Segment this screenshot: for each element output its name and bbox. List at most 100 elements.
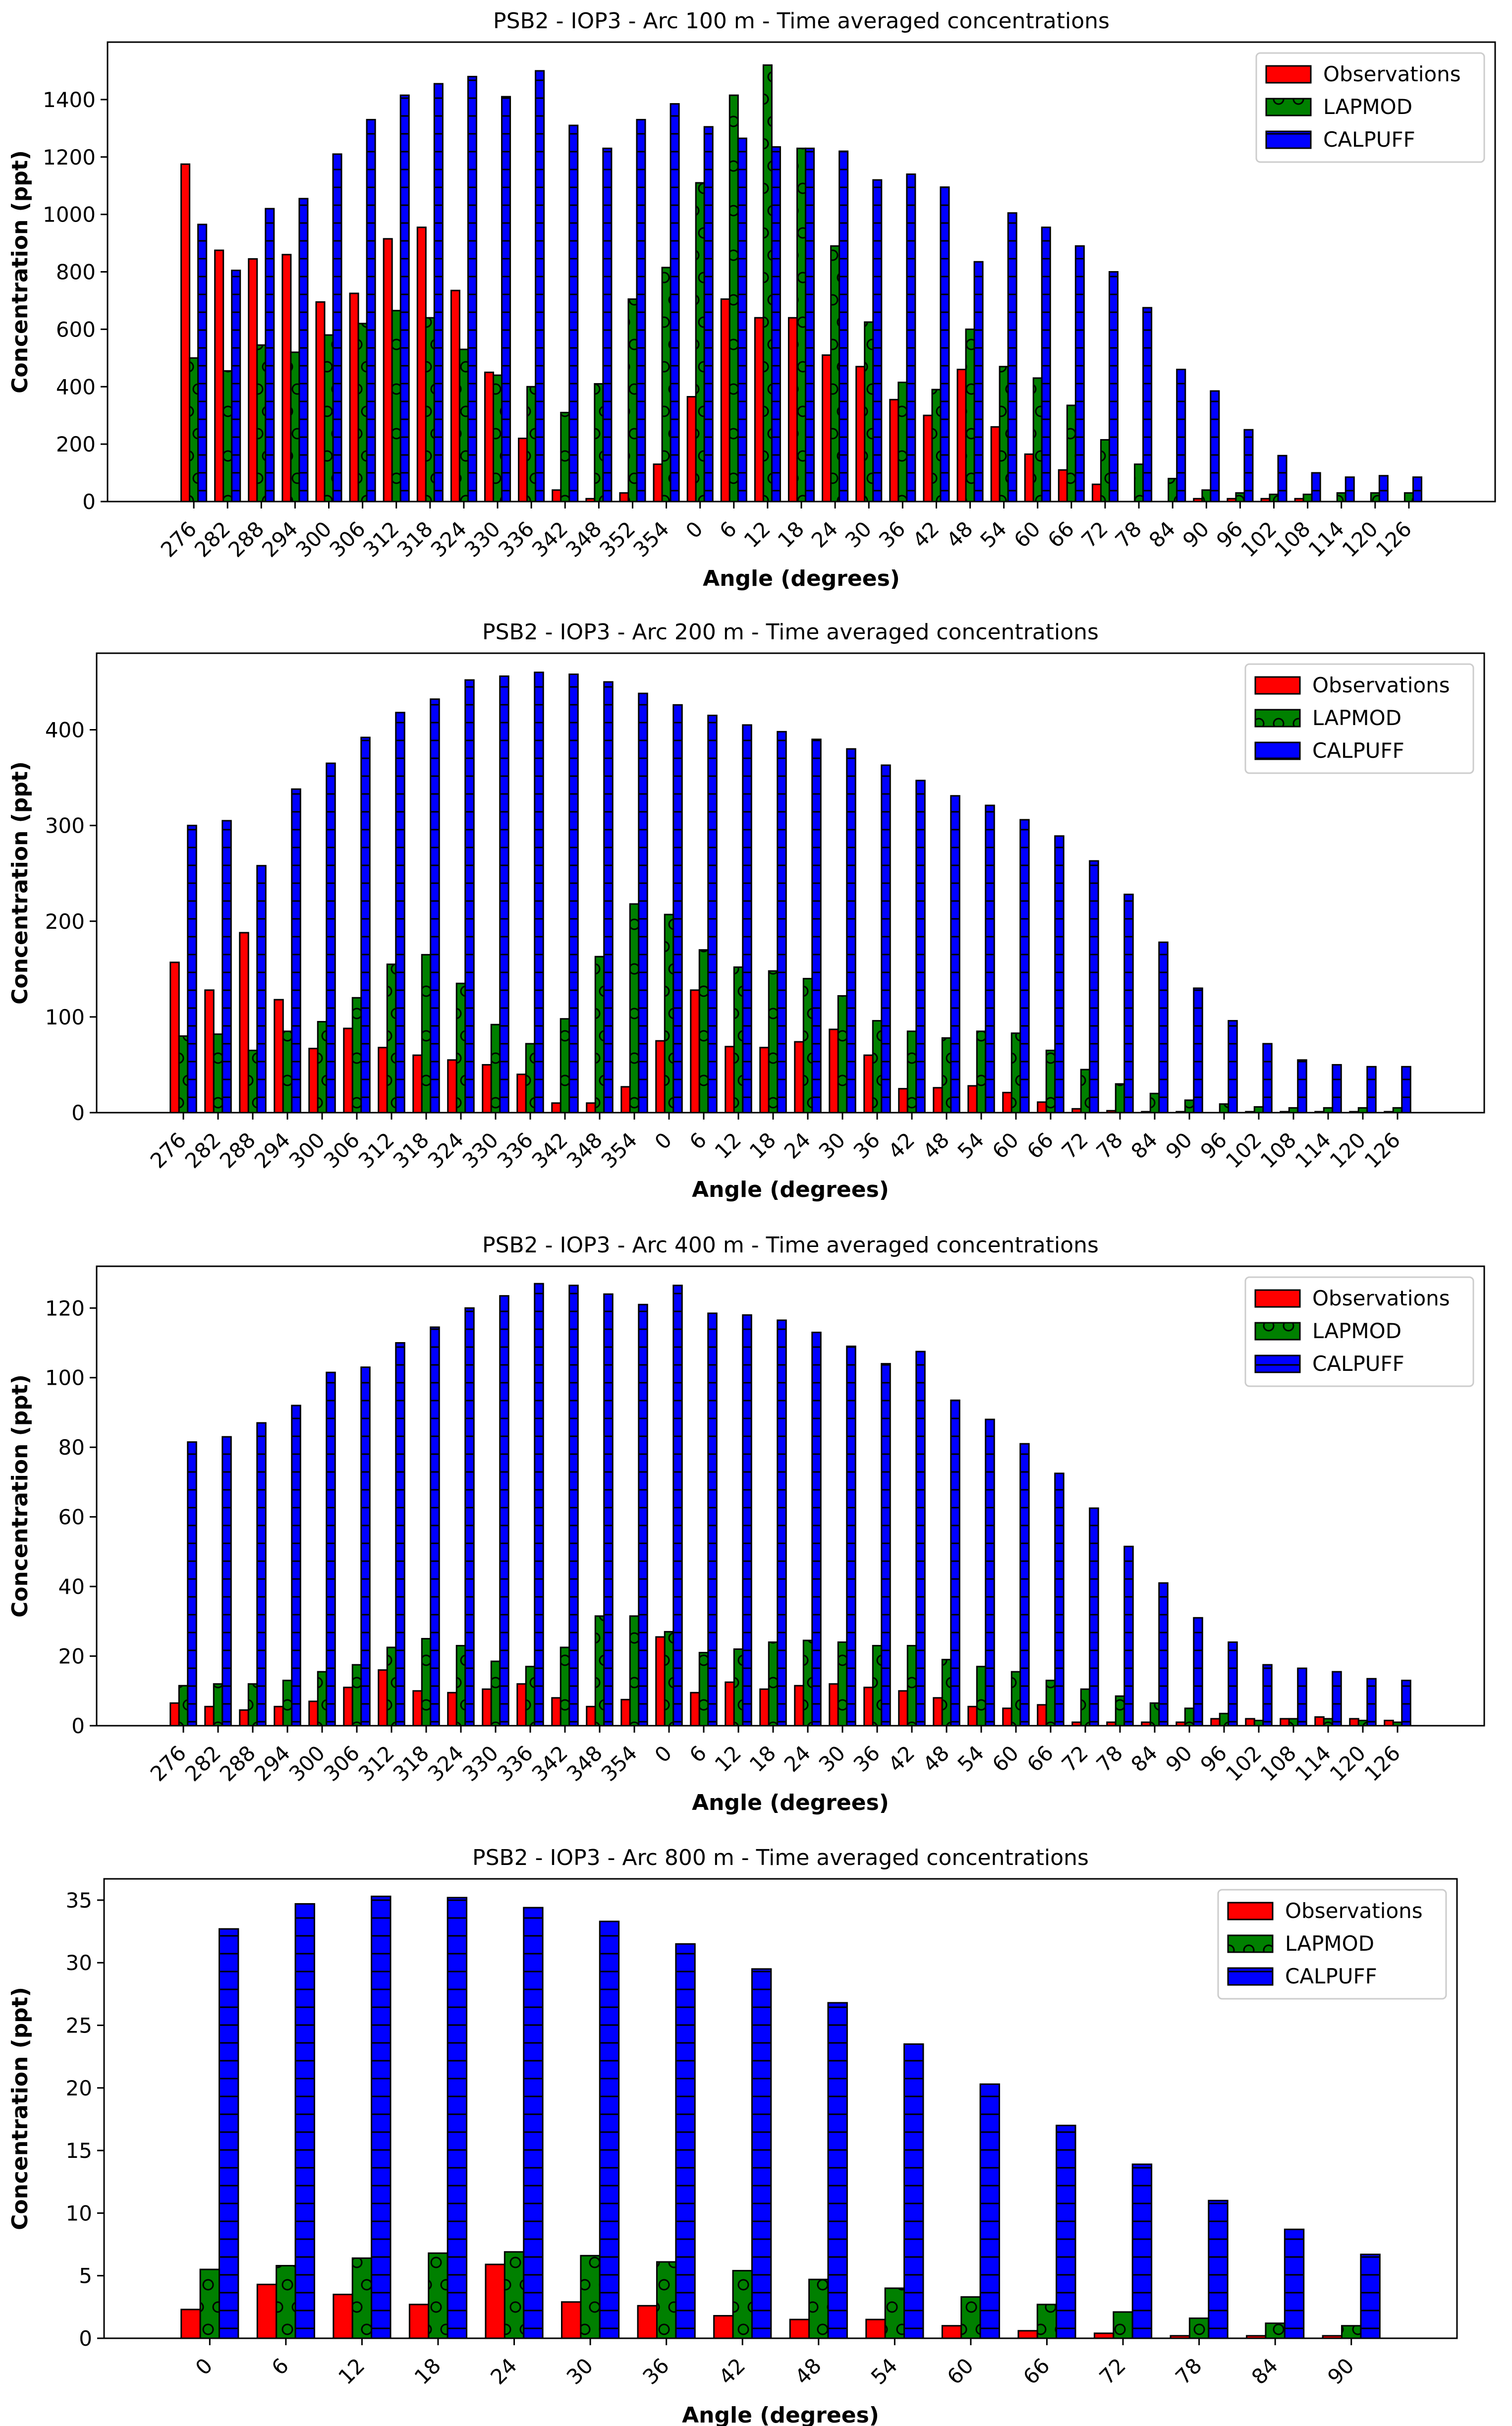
- bar-lapmod-352: [627, 298, 638, 503]
- y-tick-label: 600: [56, 317, 96, 341]
- legend-swatch-hatch: [1228, 1935, 1273, 1952]
- bar-hatch: [1342, 2325, 1361, 2338]
- bar-fill: [551, 1697, 561, 1727]
- bar-hatch: [500, 676, 509, 1113]
- bar-lapmod-354: [629, 903, 640, 1114]
- bar-calpuff-72: [1089, 860, 1099, 1114]
- bar-fill: [485, 2263, 505, 2339]
- bar-calpuff-336: [534, 1283, 544, 1727]
- bar-calpuff-24: [839, 150, 849, 503]
- bar-lapmod-84: [1149, 1092, 1160, 1114]
- bar-hatch: [1358, 1720, 1367, 1726]
- bar-lapmod-288: [247, 1683, 258, 1727]
- bar-fill: [482, 1064, 492, 1114]
- bar-hatch: [426, 318, 435, 502]
- legend-item-lapmod: LAPMOD: [1254, 706, 1401, 730]
- bar-hatch: [257, 345, 266, 502]
- bar-calpuff-330: [501, 96, 511, 503]
- bar-lapmod-72: [1113, 2311, 1133, 2339]
- bar-hatch: [805, 148, 814, 502]
- bar-lapmod-300: [324, 334, 334, 503]
- bar-observations-324: [447, 1692, 457, 1727]
- bar-calpuff-354: [638, 1303, 648, 1727]
- bar-hatch: [1124, 894, 1133, 1113]
- bar-hatch: [456, 983, 465, 1113]
- bar-fill: [1093, 2332, 1115, 2339]
- bar-hatch: [502, 97, 510, 502]
- bar-hatch: [1401, 1680, 1411, 1726]
- chart-panel-2: PSB2 - IOP3 - Arc 400 m - Time averaged …: [7, 1233, 1485, 1815]
- legend-swatch: [1227, 1902, 1274, 1920]
- bar-lapmod-330: [493, 374, 503, 503]
- bar-hatch: [422, 1638, 431, 1726]
- bar-calpuff-12: [771, 146, 781, 503]
- bar-lapmod-90: [1184, 1707, 1195, 1727]
- bar-calpuff-348: [603, 1293, 614, 1727]
- bar-observations-348: [586, 1102, 596, 1114]
- bar-lapmod-84: [1265, 2322, 1286, 2339]
- bar-hatch: [916, 1352, 925, 1726]
- bar-observations-66: [1037, 1704, 1047, 1727]
- legend-box: [1244, 1276, 1474, 1387]
- bar-fill: [863, 1687, 874, 1727]
- y-tick-label: 0: [79, 2326, 92, 2351]
- bar-hatch: [527, 387, 536, 502]
- bar-observations-312: [383, 238, 393, 503]
- bar-hatch: [1132, 2164, 1152, 2338]
- legend-label: LAPMOD: [1312, 706, 1401, 730]
- bar-hatch: [1367, 1679, 1376, 1726]
- bar-hatch: [318, 1021, 327, 1113]
- bar-fill: [653, 463, 663, 503]
- bar-calpuff-324: [467, 76, 477, 503]
- x-tick-label: 78: [1092, 1128, 1127, 1163]
- bar-hatch: [248, 1684, 257, 1726]
- bar-hatch: [1189, 2318, 1209, 2338]
- bar-hatch: [422, 955, 431, 1113]
- bar-calpuff-300: [326, 762, 336, 1114]
- x-tick-label: 352: [595, 516, 640, 562]
- bar-calpuff-342: [568, 1285, 579, 1727]
- bar-observations-114: [1314, 1716, 1325, 1727]
- bar-hatch: [846, 1346, 856, 1726]
- bar-hatch: [1263, 1043, 1272, 1113]
- y-axis-label: Concentration (ppt): [7, 1987, 33, 2230]
- x-tick-label: 84: [1126, 1741, 1162, 1776]
- x-tick-label: 12: [739, 516, 775, 552]
- bar-calpuff-318: [433, 83, 444, 503]
- x-tick-label: 114: [1290, 1128, 1336, 1173]
- bar-observations-336: [516, 1683, 527, 1727]
- x-axis-label: Angle (degrees): [692, 1790, 889, 1815]
- bar-calpuff-66: [1074, 245, 1085, 503]
- bar-observations-318: [412, 1690, 423, 1727]
- bar-hatch: [1046, 1680, 1055, 1726]
- x-tick-label: 90: [1178, 516, 1214, 552]
- bar-hatch: [881, 765, 891, 1113]
- bar-fill: [343, 1687, 353, 1727]
- bar-lapmod-12: [351, 2257, 373, 2339]
- bar-hatch: [600, 1921, 619, 2338]
- bar-fill: [933, 1697, 943, 1727]
- bar-hatch: [961, 2297, 981, 2338]
- x-tick-label: 126: [1360, 1741, 1405, 1786]
- bar-lapmod-12: [733, 966, 744, 1114]
- bar-lapmod-48: [941, 1037, 952, 1114]
- bar-lapmod-60: [1010, 1032, 1021, 1114]
- x-tick-label: 312: [358, 516, 403, 562]
- bar-calpuff-114: [1332, 1671, 1342, 1727]
- bar-lapmod-288: [247, 1049, 258, 1114]
- bar-hatch: [465, 1308, 474, 1726]
- y-tick-label: 1400: [43, 88, 96, 112]
- bar-calpuff-78: [1142, 307, 1153, 503]
- x-axis-label: Angle (degrees): [692, 1177, 889, 1202]
- bar-lapmod-120: [1357, 1719, 1368, 1727]
- bar-observations-102: [1245, 1718, 1255, 1727]
- legend: Observations LAPMOD CALPUFF: [1244, 663, 1474, 774]
- x-tick-label: 114: [1290, 1741, 1336, 1786]
- bar-hatch: [231, 270, 240, 502]
- x-tick-label: 306: [319, 1741, 364, 1786]
- bar-hatch: [526, 1043, 535, 1113]
- y-tick-label: 400: [56, 375, 96, 399]
- bar-observations-312: [378, 1047, 388, 1114]
- bar-calpuff-66: [1056, 2125, 1076, 2339]
- legend: Observations LAPMOD CALPUFF: [1217, 1889, 1447, 2000]
